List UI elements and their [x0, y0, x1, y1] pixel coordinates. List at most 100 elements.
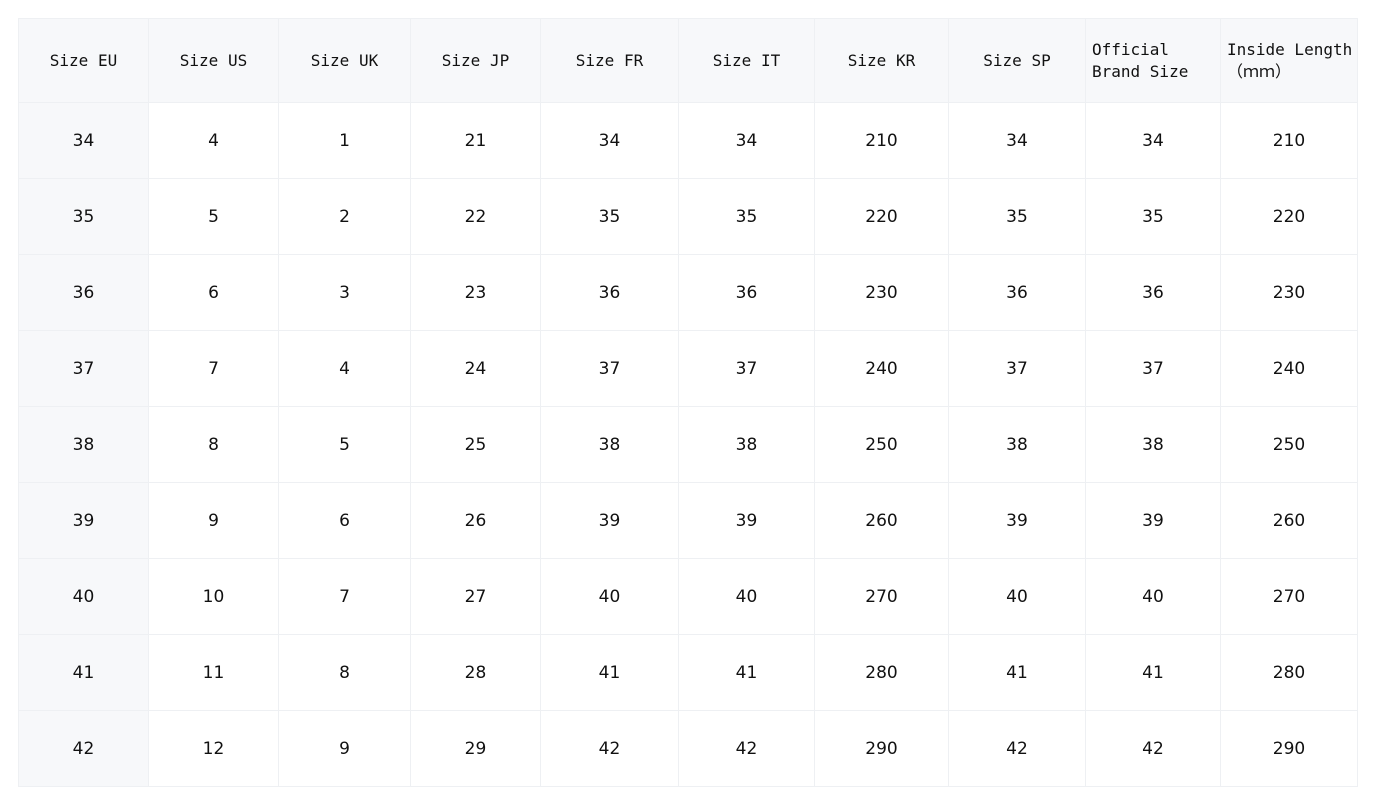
- table-cell: 42: [540, 710, 679, 787]
- table-cell: 37: [948, 330, 1086, 407]
- header-size-jp: Size JP: [410, 18, 541, 103]
- header-size-it: Size IT: [678, 18, 815, 103]
- table-cell: 35: [540, 178, 679, 255]
- table-cell: 8: [278, 634, 411, 711]
- table-cell: 27: [410, 558, 541, 635]
- table-cell: 6: [278, 482, 411, 559]
- header-size-us: Size US: [148, 18, 279, 103]
- table-cell: 250: [814, 406, 949, 483]
- table-cell: 36: [678, 254, 815, 331]
- table-row: 35 5 2 22 35 35 220 35 35 220: [18, 178, 1358, 255]
- table-cell: 270: [814, 558, 949, 635]
- table-cell: 34: [540, 102, 679, 179]
- table-cell: 41: [18, 634, 149, 711]
- table-cell: 42: [1085, 710, 1221, 787]
- header-size-kr: Size KR: [814, 18, 949, 103]
- table-cell: 290: [1220, 710, 1358, 787]
- table-cell: 1: [278, 102, 411, 179]
- table-cell: 39: [948, 482, 1086, 559]
- table-cell: 34: [18, 102, 149, 179]
- table-row: 36 6 3 23 36 36 230 36 36 230: [18, 254, 1358, 331]
- table-cell: 6: [148, 254, 279, 331]
- table-cell: 28: [410, 634, 541, 711]
- table-cell: 39: [678, 482, 815, 559]
- table-cell: 41: [678, 634, 815, 711]
- table-cell: 280: [814, 634, 949, 711]
- table-cell: 36: [18, 254, 149, 331]
- table-cell: 42: [18, 710, 149, 787]
- table-cell: 35: [678, 178, 815, 255]
- table-cell: 22: [410, 178, 541, 255]
- header-row: Size EU Size US Size UK Size JP Size FR …: [18, 18, 1358, 103]
- table-cell: 37: [678, 330, 815, 407]
- table-cell: 42: [948, 710, 1086, 787]
- table-cell: 7: [278, 558, 411, 635]
- table-cell: 280: [1220, 634, 1358, 711]
- table-cell: 21: [410, 102, 541, 179]
- table-row: 42 12 9 29 42 42 290 42 42 290: [18, 710, 1358, 787]
- table-cell: 36: [948, 254, 1086, 331]
- table-cell: 250: [1220, 406, 1358, 483]
- table-cell: 10: [148, 558, 279, 635]
- header-size-fr: Size FR: [540, 18, 679, 103]
- table-cell: 39: [540, 482, 679, 559]
- table-cell: 11: [148, 634, 279, 711]
- table-cell: 7: [148, 330, 279, 407]
- table-cell: 12: [148, 710, 279, 787]
- table-cell: 38: [948, 406, 1086, 483]
- table-cell: 9: [148, 482, 279, 559]
- table-cell: 34: [1085, 102, 1221, 179]
- table-row: 38 8 5 25 38 38 250 38 38 250: [18, 406, 1358, 483]
- table-cell: 38: [540, 406, 679, 483]
- table-cell: 270: [1220, 558, 1358, 635]
- table-cell: 37: [18, 330, 149, 407]
- header-size-uk: Size UK: [278, 18, 411, 103]
- header-size-sp: Size SP: [948, 18, 1086, 103]
- table-row: 39 9 6 26 39 39 260 39 39 260: [18, 482, 1358, 559]
- table-cell: 34: [678, 102, 815, 179]
- table-cell: 36: [1085, 254, 1221, 331]
- header-inside-length: Inside Length（ｍｍ）: [1220, 18, 1358, 103]
- table-cell: 2: [278, 178, 411, 255]
- size-chart-table: Size EU Size US Size UK Size JP Size FR …: [18, 18, 1358, 787]
- header-size-eu: Size EU: [18, 18, 149, 103]
- table-cell: 37: [540, 330, 679, 407]
- header-official-brand-size: Official Brand Size: [1085, 18, 1221, 103]
- table-cell: 37: [1085, 330, 1221, 407]
- table-cell: 240: [1220, 330, 1358, 407]
- table-cell: 23: [410, 254, 541, 331]
- table-cell: 9: [278, 710, 411, 787]
- table-cell: 290: [814, 710, 949, 787]
- table-cell: 240: [814, 330, 949, 407]
- table-cell: 38: [678, 406, 815, 483]
- table-cell: 5: [148, 178, 279, 255]
- table-cell: 41: [948, 634, 1086, 711]
- table-cell: 35: [1085, 178, 1221, 255]
- table-cell: 38: [18, 406, 149, 483]
- table-cell: 4: [278, 330, 411, 407]
- table-cell: 40: [948, 558, 1086, 635]
- table-cell: 220: [1220, 178, 1358, 255]
- table-row: 41 11 8 28 41 41 280 41 41 280: [18, 634, 1358, 711]
- table-cell: 26: [410, 482, 541, 559]
- table-row: 40 10 7 27 40 40 270 40 40 270: [18, 558, 1358, 635]
- table-cell: 34: [948, 102, 1086, 179]
- table-cell: 260: [814, 482, 949, 559]
- table-cell: 24: [410, 330, 541, 407]
- table-cell: 41: [1085, 634, 1221, 711]
- table-cell: 5: [278, 406, 411, 483]
- table-cell: 25: [410, 406, 541, 483]
- table-cell: 39: [18, 482, 149, 559]
- table-cell: 35: [18, 178, 149, 255]
- table-cell: 4: [148, 102, 279, 179]
- table-cell: 35: [948, 178, 1086, 255]
- table-cell: 40: [678, 558, 815, 635]
- table-row: 37 7 4 24 37 37 240 37 37 240: [18, 330, 1358, 407]
- table-cell: 40: [1085, 558, 1221, 635]
- table-cell: 210: [1220, 102, 1358, 179]
- table-cell: 3: [278, 254, 411, 331]
- table-cell: 39: [1085, 482, 1221, 559]
- table-cell: 40: [540, 558, 679, 635]
- table-cell: 29: [410, 710, 541, 787]
- table-cell: 36: [540, 254, 679, 331]
